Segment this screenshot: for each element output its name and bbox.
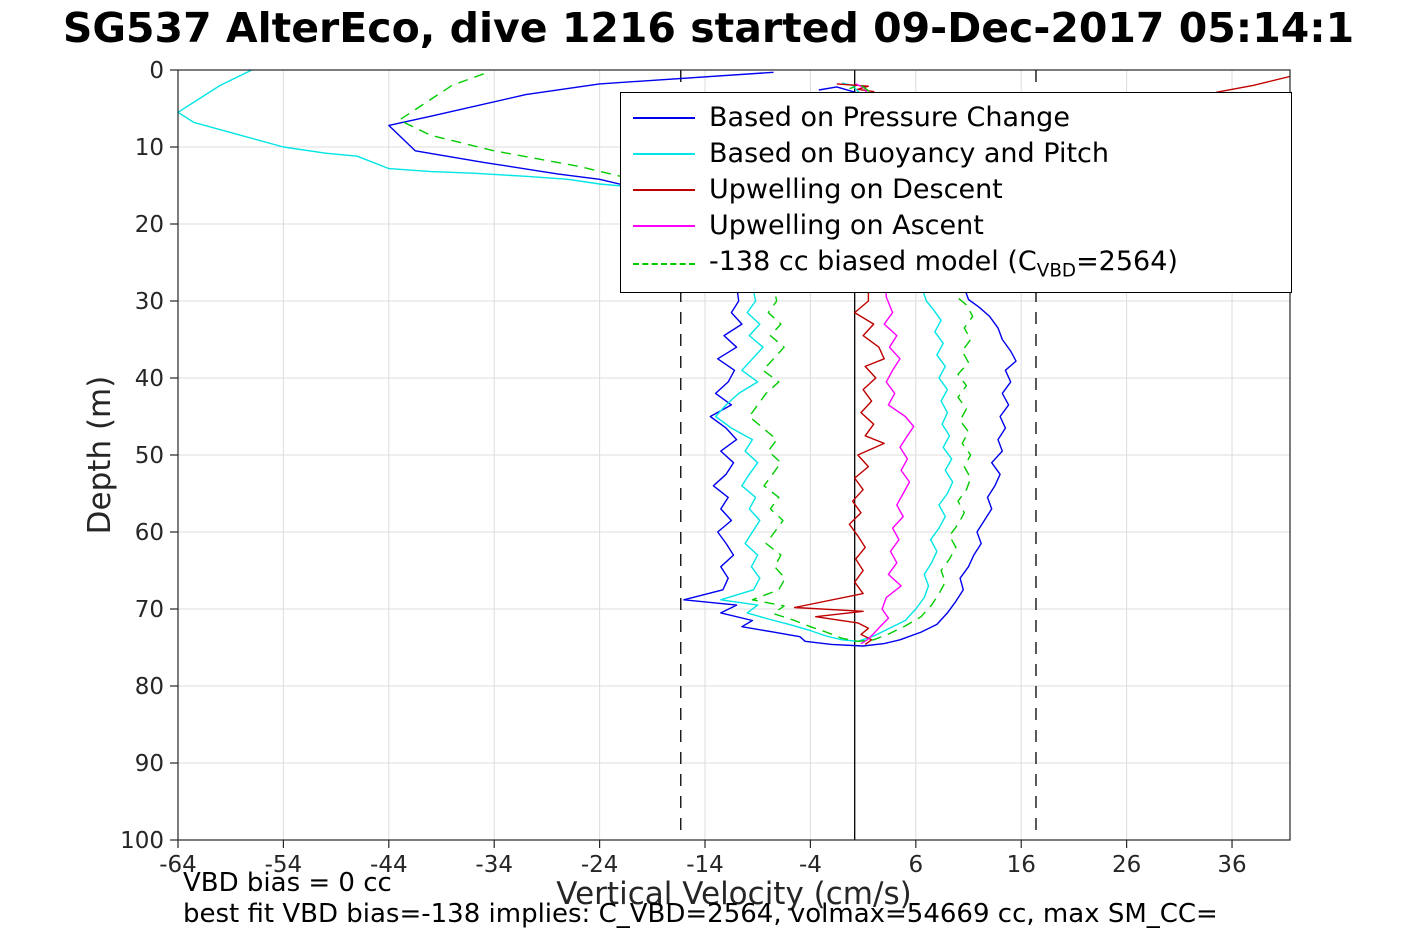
x-tick-label: 36 [1217,852,1246,878]
series-line-upwelling-descent [1216,75,1290,93]
legend-label: Upwelling on Descent [709,174,1003,206]
x-tick-label: -14 [686,852,724,878]
legend-item-upwelling-descent: Upwelling on Descent [621,175,1291,205]
legend-line-sample [633,117,695,120]
legend-line-sample [633,263,695,266]
x-tick-label: -44 [370,852,408,878]
y-tick-label: 30 [135,289,164,315]
series-line-upwelling-descent [793,83,885,645]
x-tick-label: -64 [159,852,197,878]
legend-item-buoyancy-pitch: Based on Buoyancy and Pitch [621,139,1291,169]
x-tick-label: -24 [581,852,619,878]
legend-line-sample [633,224,695,227]
legend-label: Based on Pressure Change [709,102,1070,134]
y-tick-label: 70 [135,597,164,623]
x-tick-label: -34 [475,852,513,878]
y-tick-label: 100 [120,828,164,854]
y-tick-label: 0 [149,58,164,84]
legend-label: -138 cc biased model (CVBD=2564) [709,246,1178,282]
y-tick-label: 10 [135,135,164,161]
x-tick-label: -54 [265,852,303,878]
y-axis-label: Depth (m) [82,375,118,535]
legend-label: Based on Buoyancy and Pitch [709,138,1109,170]
legend-line-sample [633,189,695,192]
legend-line-sample [633,153,695,156]
legend: Based on Pressure Change Based on Buoyanc… [620,92,1292,293]
figure-title: SG537 AlterEco, dive 1216 started 09-Dec… [62,4,1355,52]
y-tick-label: 80 [135,674,164,700]
legend-label: Upwelling on Ascent [709,210,984,242]
y-tick-label: 60 [135,520,164,546]
series-line-biased-model [398,73,974,642]
x-tick-label: 16 [1007,852,1036,878]
y-tick-label: 40 [135,366,164,392]
best-fit-annotation: best fit VBD bias=-138 implies: C_VBD=25… [183,899,1218,929]
legend-item-upwelling-ascent: Upwelling on Ascent [621,211,1291,241]
x-tick-label: 6 [908,852,923,878]
legend-item-pressure-change: Based on Pressure Change [621,103,1291,133]
x-tick-label: 26 [1112,852,1141,878]
y-tick-label: 50 [135,443,164,469]
y-tick-label: 90 [135,751,164,777]
x-tick-label: -4 [799,852,822,878]
y-tick-label: 20 [135,212,164,238]
series-line-upwelling-ascent [855,83,915,645]
legend-item-biased-model: -138 cc biased model (CVBD=2564) [621,247,1291,282]
x-axis-label: Vertical Velocity (cm/s) [556,876,912,912]
series-line-pressure-change [388,71,1017,647]
vbd-bias-annotation: VBD bias = 0 cc [183,868,392,898]
